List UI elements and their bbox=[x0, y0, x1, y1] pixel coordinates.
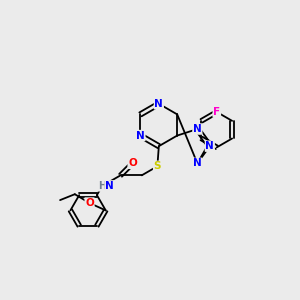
Text: O: O bbox=[85, 198, 94, 208]
Text: N: N bbox=[206, 141, 214, 151]
Text: N: N bbox=[193, 124, 202, 134]
Text: N: N bbox=[193, 158, 202, 168]
Text: O: O bbox=[128, 158, 137, 168]
Text: H: H bbox=[98, 181, 106, 191]
Text: N: N bbox=[154, 99, 163, 109]
Text: N: N bbox=[105, 181, 114, 191]
Text: N: N bbox=[136, 130, 145, 141]
Text: F: F bbox=[213, 107, 220, 117]
Text: S: S bbox=[154, 161, 161, 171]
